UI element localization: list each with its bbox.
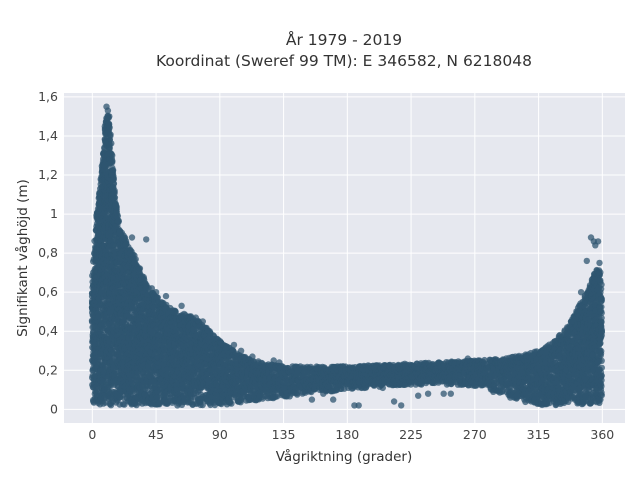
- data-point: [105, 120, 113, 128]
- data-point: [108, 140, 115, 147]
- data-points: [88, 103, 605, 409]
- chart-title-line1: År 1979 - 2019: [286, 30, 402, 49]
- data-point: [113, 203, 120, 211]
- data-point: [110, 176, 117, 183]
- data-point: [115, 217, 122, 224]
- data-point: [294, 391, 301, 398]
- data-point: [109, 167, 117, 174]
- data-point: [111, 187, 118, 194]
- data-point: [109, 157, 116, 165]
- data-point: [107, 132, 114, 140]
- data-point: [111, 194, 119, 201]
- chart-title-line2: Koordinat (Sweref 99 TM): E 346582, N 62…: [156, 52, 532, 70]
- data-point: [228, 400, 235, 407]
